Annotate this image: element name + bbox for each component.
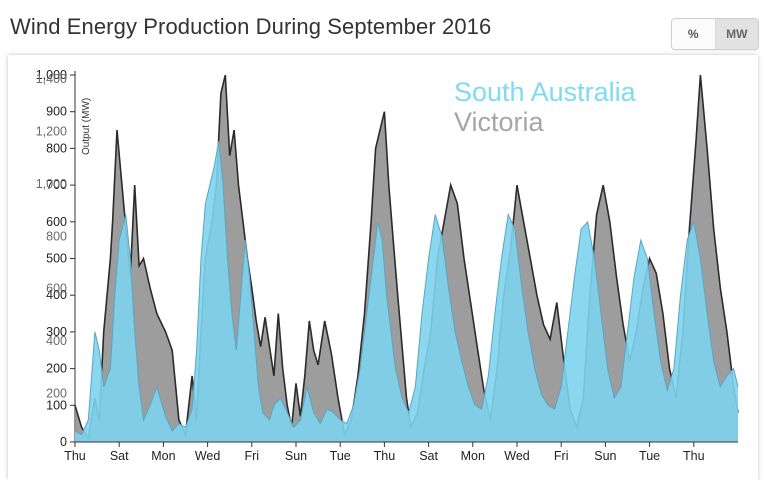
y-tick-label: 300 <box>46 325 67 339</box>
x-tick-label: Sat <box>419 449 438 463</box>
y-axis-label: Output (MW) <box>81 98 92 155</box>
unit-toggle[interactable]: % MW <box>671 18 759 50</box>
y-tick-label: 500 <box>46 252 67 266</box>
overlay-tick-label: 600 <box>46 282 67 296</box>
chart-title: Wind Energy Production During September … <box>10 14 492 39</box>
y-tick-label: 200 <box>46 362 67 376</box>
y-tick-label: 900 <box>46 105 67 119</box>
x-tick-label: Wed <box>195 449 221 463</box>
y-tick-label: 400 <box>46 288 67 302</box>
y-tick-label: 100 <box>46 398 67 412</box>
mw-toggle-button[interactable]: MW <box>715 19 758 49</box>
x-tick-label: Sun <box>594 449 616 463</box>
x-tick-label: Thu <box>374 449 396 463</box>
series-areas <box>74 74 739 442</box>
y-tick-label: 1,000 <box>36 68 67 82</box>
x-tick-label: Thu <box>64 449 86 463</box>
x-tick-label: Sun <box>285 449 307 463</box>
legend-victoria[interactable]: Victoria <box>454 107 545 137</box>
overlay-tick-label: 800 <box>46 229 67 243</box>
overlay-tick-label: 200 <box>46 387 67 401</box>
x-tick-label: Wed <box>504 449 530 463</box>
south-australia-line <box>74 141 739 436</box>
overlay-tick-label: 1,200 <box>36 124 67 138</box>
y-tick-label: 800 <box>46 141 67 155</box>
x-axis: Thu Sat Mon Wed Fri Sun Tue Thu Sat Mon Wed Fri Sun T… <box>64 441 738 463</box>
percent-toggle-button[interactable]: % <box>672 19 716 49</box>
x-tick-label: Tue <box>330 449 351 463</box>
x-tick-label: Mon <box>461 449 485 463</box>
overlay-tick-label: 1,000 <box>36 177 67 191</box>
x-tick-label: Mon <box>151 449 175 463</box>
x-tick-label: Tue <box>639 449 660 463</box>
x-tick-label: Thu <box>683 449 705 463</box>
chart-panel: 0 100 200 300 400 500 600 700 800 900 1,000 200 400… <box>8 55 758 480</box>
x-tick-label: Fri <box>554 449 569 463</box>
x-tick-label: Sat <box>110 449 129 463</box>
x-tick-label: Fri <box>245 449 260 463</box>
overlay-tick-label: 400 <box>46 334 67 348</box>
y-tick-label: 700 <box>46 178 67 192</box>
y-tick-label: 0 <box>60 435 67 449</box>
south-australia-area <box>75 141 738 442</box>
overlay-tick-label: 1,400 <box>36 72 67 86</box>
y-tick-label: 600 <box>46 215 67 229</box>
legend-south-australia[interactable]: South Australia <box>454 77 637 107</box>
